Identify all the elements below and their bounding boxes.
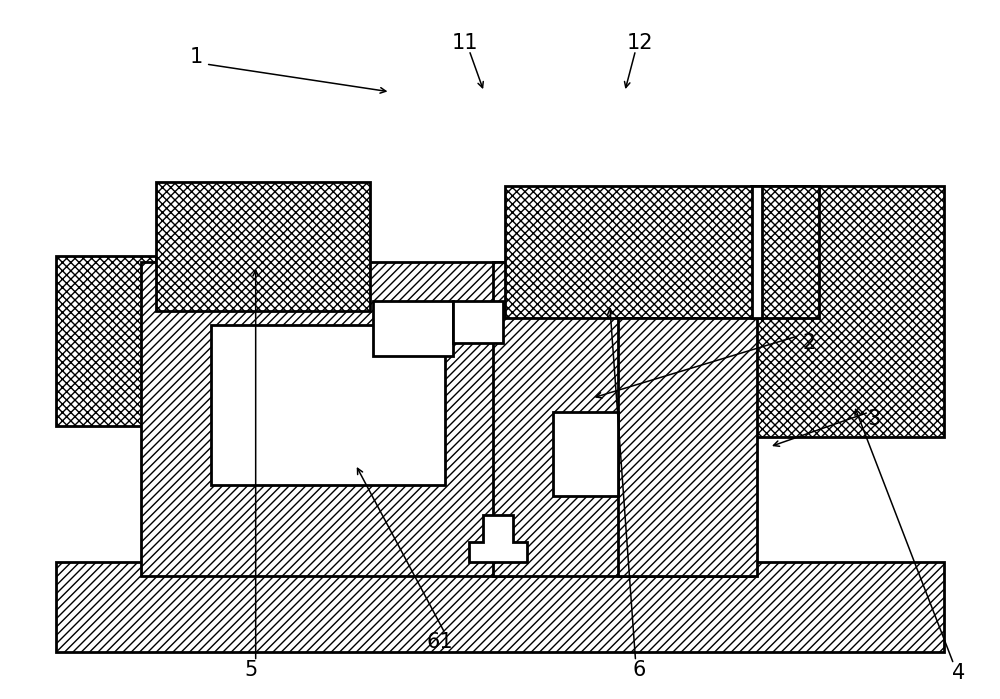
Bar (56, 562, 944, 652)
Bar (505, 186, 819, 318)
Bar (156, 182, 370, 311)
Bar (56, 256, 156, 426)
Text: 3: 3 (867, 409, 881, 429)
Bar (493, 262, 752, 576)
Text: 6: 6 (633, 660, 646, 679)
Bar (553, 412, 618, 496)
Text: 1: 1 (189, 47, 202, 67)
Text: 4: 4 (952, 663, 965, 683)
Bar (751, 186, 944, 437)
Text: 11: 11 (452, 33, 478, 53)
Text: 5: 5 (244, 660, 257, 679)
Text: 61: 61 (427, 632, 453, 652)
Bar (211, 325, 445, 485)
Text: 2: 2 (803, 333, 816, 352)
Bar (141, 262, 515, 576)
Text: 12: 12 (626, 33, 653, 53)
Bar (618, 318, 757, 576)
Polygon shape (469, 514, 527, 562)
Bar (373, 301, 453, 356)
Bar (752, 186, 762, 318)
Bar (453, 301, 503, 343)
